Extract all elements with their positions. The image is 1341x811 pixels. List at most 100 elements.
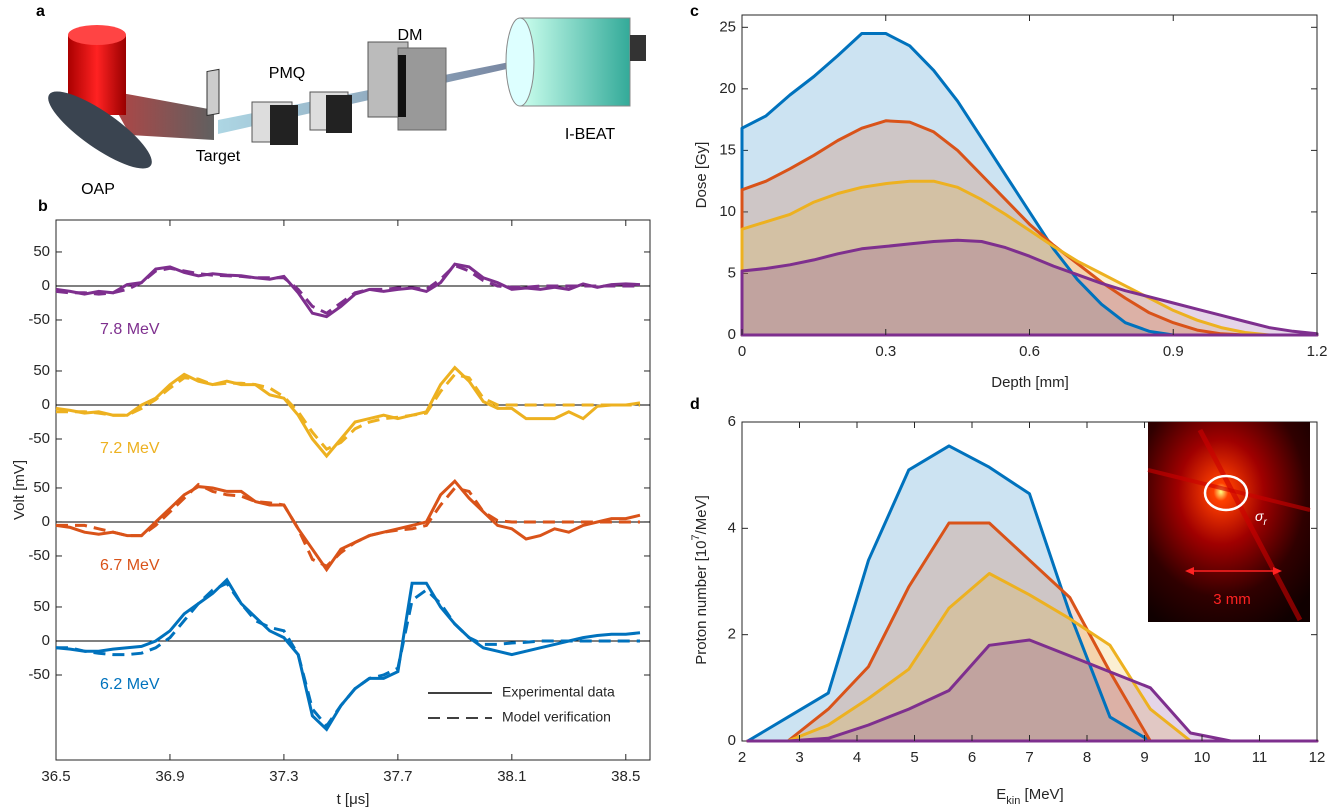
area-fill [742, 33, 1317, 335]
y-tick-label: 50 [33, 362, 50, 379]
x-tick-label: 6 [968, 749, 976, 766]
trace [55, 577, 641, 732]
x-tick-label: 10 [1194, 749, 1211, 766]
area-fill [742, 181, 1317, 335]
y-tick-label: 0 [42, 632, 50, 649]
x-tick-label: 37.3 [269, 768, 298, 785]
trace [55, 262, 641, 319]
x-tick-label: 36.5 [41, 768, 70, 785]
x-tick-label: 0.3 [875, 343, 896, 360]
x-axis-label: Ekin [MeV] [996, 786, 1063, 807]
scale-arrowhead [1273, 567, 1282, 575]
panel-letter: a [36, 3, 45, 20]
illustration: a OAP Target PMQ DM I-BEAT [36, 3, 646, 198]
x-tick-label: 5 [910, 749, 918, 766]
x-tick-label: 0 [738, 343, 746, 360]
x-tick-label: 12 [1309, 749, 1326, 766]
area-fill [747, 523, 1317, 741]
trace [56, 372, 640, 452]
area-outline [740, 179, 1319, 337]
trace-label: 6.7 MeV [100, 557, 160, 574]
x-tick-label: 3 [795, 749, 803, 766]
x-tick-label: 8 [1083, 749, 1091, 766]
legend-label: Model verification [502, 709, 611, 725]
panel-letter: b [38, 198, 48, 215]
x-tick-label: 36.9 [155, 768, 184, 785]
y-tick-label: 0 [728, 732, 736, 749]
trace-label: 7.8 MeV [100, 321, 160, 338]
inset-circle [1203, 474, 1249, 512]
y-tick-label: 0 [42, 396, 50, 413]
trace [55, 263, 640, 315]
y-axis-label-sup: 7 [690, 534, 702, 540]
x-tick-label: 2 [738, 749, 746, 766]
trace [56, 482, 640, 568]
x-tick-label: 38.5 [611, 768, 640, 785]
inset-sigma: σr [1255, 508, 1267, 528]
label-ibeat: I-BEAT [565, 126, 616, 143]
y-tick-label: -50 [28, 430, 50, 447]
laser-beam [105, 90, 214, 140]
laser-top [68, 25, 126, 45]
ibeat-cap [630, 35, 646, 61]
x-tick-label: 11 [1252, 749, 1268, 766]
y-tick-label: 0 [728, 326, 736, 343]
y-tick-label: 50 [33, 598, 50, 615]
x-axis-label: Depth [mm] [991, 374, 1069, 391]
y-tick-label: 6 [728, 413, 736, 430]
x-tick-label: 1.2 [1307, 343, 1328, 360]
y-tick-label: 20 [719, 80, 736, 97]
x-tick-label: 37.7 [383, 768, 412, 785]
trace [56, 581, 640, 729]
inset-scale: 3 mm [1213, 591, 1251, 608]
ibeat-window [505, 17, 535, 107]
x-tick-label: 4 [853, 749, 861, 766]
x-axis-label-part: [MeV] [1020, 786, 1063, 803]
x-axis-label-sub: kin [1006, 795, 1020, 807]
y-axis-label: Proton number [107/MeV] [690, 495, 710, 665]
y-tick-label: 50 [33, 479, 50, 496]
inset-sigma-main: σ [1255, 508, 1264, 524]
x-tick-label: 38.1 [497, 768, 526, 785]
pmq-magnet [270, 105, 298, 145]
area-outline [740, 238, 1319, 337]
y-tick-label: 50 [33, 243, 50, 260]
y-tick-label: 15 [719, 141, 736, 158]
label-pmq: PMQ [269, 65, 305, 82]
trace-label: 6.2 MeV [100, 676, 160, 693]
x-tick-label: 9 [1140, 749, 1148, 766]
inset-streak [1197, 428, 1303, 622]
ibeat-chamber [519, 17, 631, 107]
label-target: Target [196, 148, 241, 165]
area-fill [747, 573, 1317, 741]
y-tick-label: 0 [42, 277, 50, 294]
x-axis-label: t [μs] [337, 791, 370, 808]
dm-magnet [398, 55, 406, 117]
legend-label: Experimental data [502, 684, 615, 700]
y-axis-label-part: Proton number [10 [693, 541, 710, 665]
x-axis-label-part: E [996, 786, 1006, 803]
axes-frame [55, 219, 651, 761]
x-tick-label: 0.6 [1019, 343, 1040, 360]
oap-mirror [48, 91, 152, 169]
y-tick-label: -50 [28, 311, 50, 328]
pmq-magnet [326, 95, 352, 133]
area-outline [746, 638, 1319, 743]
panel-letter: c [690, 3, 699, 20]
y-tick-label: 4 [728, 519, 736, 536]
y-tick-label: 5 [728, 264, 736, 281]
label-oap: OAP [81, 181, 115, 198]
y-axis-label: Dose [Gy] [693, 142, 710, 209]
y-tick-label: 25 [719, 18, 736, 35]
x-tick-label: 0.9 [1163, 343, 1184, 360]
scale-arrowhead [1185, 567, 1194, 575]
y-tick-label: 0 [42, 513, 50, 530]
label-dm: DM [398, 27, 423, 44]
y-axis-label-part: /MeV] [693, 495, 710, 534]
y-tick-label: 2 [728, 626, 736, 643]
trace-label: 7.2 MeV [100, 440, 160, 457]
x-tick-label: 7 [1025, 749, 1033, 766]
y-tick-label: -50 [28, 547, 50, 564]
y-tick-label: 10 [719, 203, 736, 220]
target [206, 68, 220, 117]
